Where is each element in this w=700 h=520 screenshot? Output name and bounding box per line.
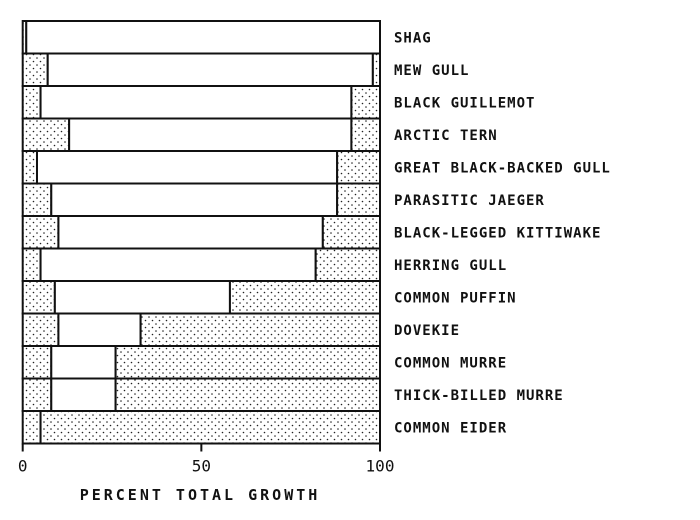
bar-segment-2 [25, 20, 381, 55]
bar-segment-3 [139, 312, 381, 347]
bar-segment-1 [21, 52, 49, 87]
bar-segment-1 [21, 215, 60, 250]
x-tick-label: 100 [366, 457, 395, 476]
bar-segment-3 [321, 215, 381, 250]
x-axis-label: PERCENT TOTAL GROWTH [80, 486, 321, 504]
bars-group [21, 20, 382, 445]
bar-segment-3 [336, 150, 381, 185]
bar-segment-2 [46, 52, 374, 87]
bar-segment-3 [336, 182, 381, 217]
category-label: MEW GULL [394, 63, 469, 79]
bar-segment-3 [114, 377, 382, 412]
bar-segment-1 [21, 345, 53, 380]
bar-segment-1 [21, 312, 60, 347]
bar-segment-1 [21, 280, 56, 315]
category-label: COMMON EIDER [394, 420, 507, 436]
bar-segment-3 [114, 345, 382, 380]
bar-segment-1 [21, 377, 53, 412]
bar-segment-2 [50, 345, 117, 380]
category-label: COMMON MURRE [394, 355, 507, 371]
bar-segment-2 [50, 377, 117, 412]
bar-segment-1 [21, 150, 38, 185]
category-label: BLACK GUILLEMOT [394, 95, 535, 111]
bar-segment-2 [57, 312, 142, 347]
category-label: PARASITIC JAEGER [394, 193, 545, 209]
x-tick-label: 50 [192, 457, 211, 476]
bar-segment-1 [21, 117, 71, 152]
bar-segment-1 [21, 247, 42, 282]
bar-segment-2 [39, 85, 353, 120]
category-labels: SHAG MEW GULL BLACK GUILLEMOT ARCTIC TERN GR… [394, 30, 611, 436]
bar-segment-3 [371, 52, 382, 87]
category-label: SHAG [394, 30, 432, 46]
x-tick-label: 0 [18, 457, 28, 476]
bar-segment-3 [314, 247, 382, 282]
category-label: BLACK-LEGGED KITTIWAKE [394, 225, 601, 241]
bar-segment-2 [50, 182, 339, 217]
bar-segment-1 [21, 410, 42, 445]
category-label: HERRING GULL [394, 258, 507, 274]
category-label: GREAT BLACK-BACKED GULL [394, 160, 611, 176]
bar-segment-1 [21, 182, 53, 217]
bar-segment-3 [39, 410, 381, 445]
bar-segment-3 [350, 117, 381, 152]
bar-segment-2 [53, 280, 231, 315]
x-axis: 0 50 100 [18, 442, 395, 476]
bar-segment-3 [350, 85, 381, 120]
category-label: ARCTIC TERN [394, 128, 498, 144]
bar-segment-2 [68, 117, 353, 152]
category-label: COMMON PUFFIN [394, 290, 517, 306]
category-label: THICK-BILLED MURRE [394, 388, 564, 404]
bar-segment-2 [57, 215, 324, 250]
bar-segment-1 [21, 85, 42, 120]
bar-segment-2 [35, 150, 339, 185]
bar-segment-3 [228, 280, 381, 315]
bar-segment-2 [39, 247, 317, 282]
category-label: DOVEKIE [394, 323, 460, 339]
